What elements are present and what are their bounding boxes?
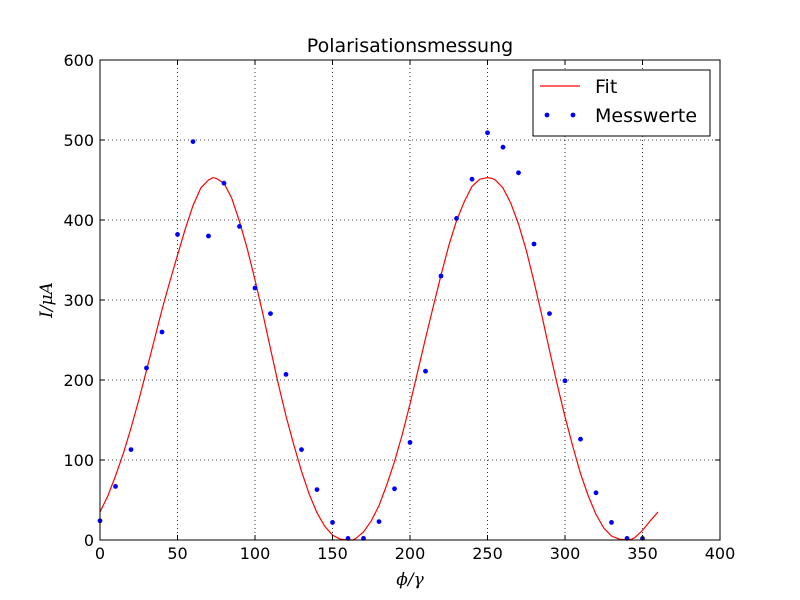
legend-fit-label: Fit bbox=[595, 76, 617, 98]
chart-title: Polarisationsmessung bbox=[307, 35, 513, 57]
data-point bbox=[376, 519, 382, 524]
data-point bbox=[516, 170, 521, 176]
y-tick-label: 300 bbox=[63, 291, 94, 310]
x-axis-label: ϕ/γ bbox=[396, 570, 424, 590]
data-point bbox=[407, 440, 413, 445]
data-point bbox=[485, 130, 490, 136]
x-tick-label: 100 bbox=[240, 544, 271, 563]
data-point bbox=[190, 139, 196, 145]
data-point bbox=[392, 486, 397, 492]
data-point bbox=[423, 368, 428, 374]
data-point bbox=[609, 520, 614, 525]
x-tick-labels: 0 50 100 150 200 250 300 350 400 bbox=[95, 544, 735, 563]
data-point bbox=[531, 241, 537, 247]
data-point bbox=[159, 329, 165, 335]
data-point bbox=[206, 233, 211, 239]
data-point bbox=[454, 216, 459, 221]
legend: Fit Messwerte bbox=[532, 69, 711, 137]
y-tick-label: 500 bbox=[63, 131, 94, 150]
fit-series bbox=[99, 176, 659, 541]
data-point bbox=[221, 180, 227, 186]
x-tick-label: 250 bbox=[472, 544, 503, 563]
tick-marks bbox=[99, 59, 721, 541]
y-axis-label: I/μA bbox=[37, 282, 57, 319]
x-tick-label: 50 bbox=[167, 544, 187, 563]
x-tick-label: 350 bbox=[627, 544, 658, 563]
data-point bbox=[469, 176, 475, 182]
data-point bbox=[237, 224, 242, 229]
y-tick-labels: 0 100 200 300 400 500 600 bbox=[63, 51, 94, 550]
data-point bbox=[500, 144, 506, 150]
data-point bbox=[562, 378, 568, 384]
x-tick-label: 300 bbox=[550, 544, 581, 563]
legend-box bbox=[532, 69, 711, 137]
y-tick-label: 600 bbox=[63, 51, 94, 70]
y-tick-label: 400 bbox=[63, 211, 94, 230]
x-tick-label: 200 bbox=[395, 544, 426, 563]
x-tick-label: 400 bbox=[705, 544, 736, 563]
fit-curve bbox=[99, 176, 659, 541]
x-tick-label: 0 bbox=[95, 544, 105, 563]
legend-points-swatch-left bbox=[544, 112, 550, 118]
data-point bbox=[283, 372, 289, 377]
legend-points-label: Messwerte bbox=[595, 105, 697, 127]
data-point bbox=[175, 232, 180, 237]
y-tick-label: 0 bbox=[84, 531, 94, 550]
data-point bbox=[299, 447, 304, 452]
legend-points-swatch-right bbox=[570, 112, 576, 118]
data-point bbox=[144, 365, 149, 371]
y-tick-label: 200 bbox=[63, 371, 94, 390]
data-point bbox=[547, 311, 552, 316]
data-point bbox=[268, 311, 273, 316]
grid-lines bbox=[100, 60, 720, 540]
x-tick-label: 150 bbox=[317, 544, 348, 563]
data-point bbox=[593, 490, 599, 496]
measured-points bbox=[97, 130, 645, 541]
data-point bbox=[314, 487, 320, 492]
data-point bbox=[330, 520, 335, 525]
data-point bbox=[113, 484, 118, 489]
data-point bbox=[252, 285, 258, 291]
data-point bbox=[128, 447, 134, 452]
data-point bbox=[578, 436, 583, 442]
y-tick-label: 100 bbox=[63, 451, 94, 470]
data-point bbox=[438, 273, 444, 279]
